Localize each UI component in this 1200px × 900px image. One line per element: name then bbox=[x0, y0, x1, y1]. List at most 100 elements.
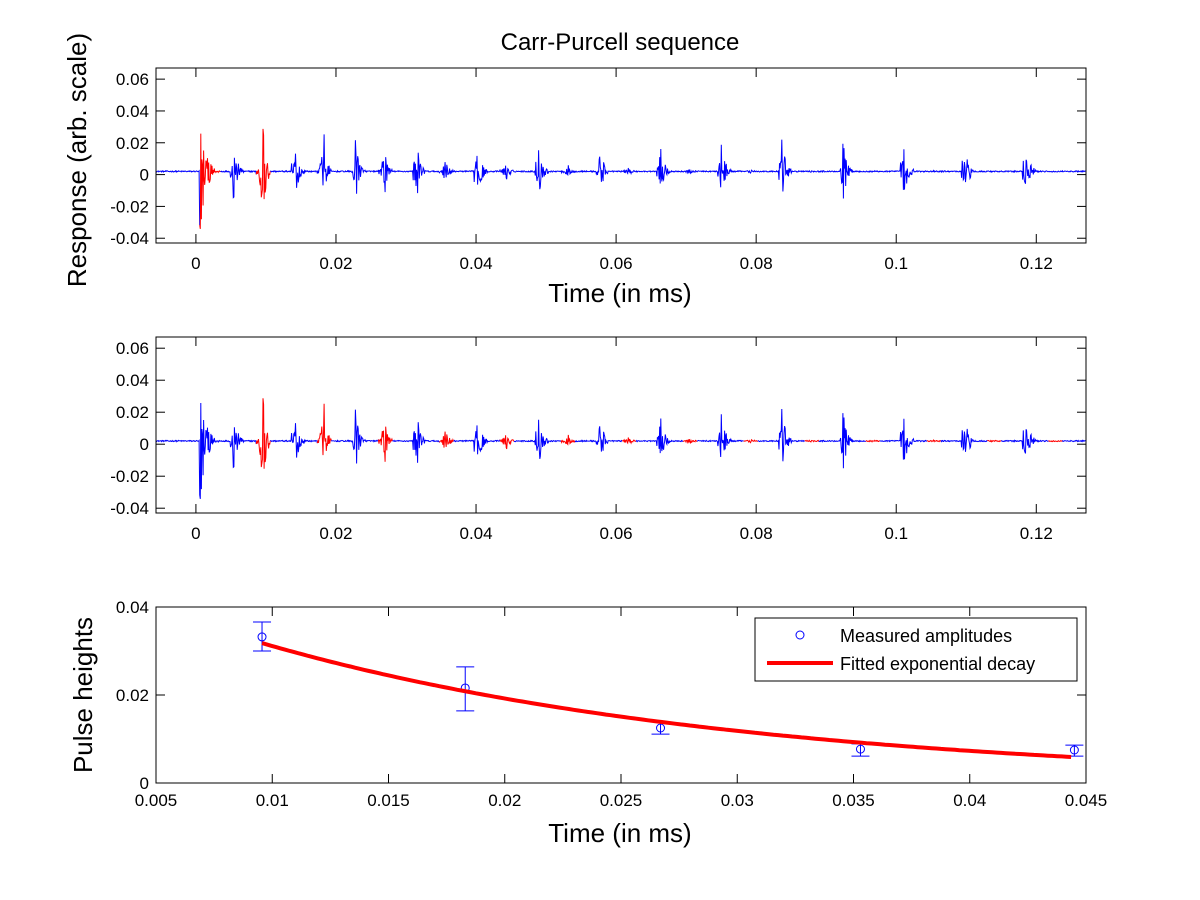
chart-title: Carr-Purcell sequence bbox=[501, 29, 740, 56]
highlighted-segment bbox=[926, 438, 942, 443]
y-tick-label: 0.04 bbox=[116, 371, 149, 390]
y-tick-label: 0 bbox=[140, 166, 149, 185]
x-tick-label: 0.08 bbox=[740, 254, 773, 273]
x-tick-label: 0.06 bbox=[600, 254, 633, 273]
signal-segment bbox=[940, 428, 988, 452]
signal-segment bbox=[757, 408, 805, 462]
y-tick-label: -0.02 bbox=[110, 467, 149, 486]
highlighted-segment bbox=[377, 426, 393, 462]
signal-segment bbox=[635, 418, 684, 454]
signal-segment bbox=[220, 157, 257, 199]
x-tick-label: 0.12 bbox=[1020, 524, 1053, 543]
response-plot-top: 0 0.02 0.04 0.06 0.08 0.1 0.12 -0.04 -0.02 0 0.02 0… bbox=[62, 33, 1087, 308]
x-tick-label: 0.01 bbox=[256, 791, 289, 810]
x-tick-label: 0.04 bbox=[459, 254, 492, 273]
y-tick-label: 0 bbox=[140, 435, 149, 454]
fit-line bbox=[261, 641, 1072, 759]
traces bbox=[156, 398, 1087, 499]
signal-segment bbox=[270, 134, 1087, 199]
signal-segment bbox=[331, 409, 379, 464]
x-tick-label: 0.02 bbox=[319, 254, 352, 273]
signal-segment bbox=[156, 402, 257, 499]
plot-area bbox=[156, 337, 1086, 513]
highlighted-segment bbox=[255, 398, 271, 469]
x-tick-label: 0.02 bbox=[488, 791, 521, 810]
axes-frame bbox=[155, 606, 1087, 784]
highlighted-segment bbox=[682, 438, 698, 445]
signal-segment bbox=[453, 425, 501, 455]
plot-area bbox=[156, 68, 1086, 243]
highlighted-segment bbox=[560, 434, 576, 446]
y-tick-label: 0.04 bbox=[116, 598, 149, 617]
highlighted-segment bbox=[316, 403, 332, 456]
x-tick-label: 0.035 bbox=[832, 791, 875, 810]
axes-frame bbox=[155, 336, 1087, 514]
highlighted-segment bbox=[743, 438, 758, 444]
y-axis-label: Response (arb. scale) bbox=[62, 33, 92, 287]
y-tick-label: -0.02 bbox=[110, 197, 149, 216]
x-tick-label: 0 bbox=[191, 524, 200, 543]
signal-segment bbox=[392, 422, 440, 463]
y-tick-label: 0.02 bbox=[116, 134, 149, 153]
data-point bbox=[257, 632, 267, 642]
highlighted-segment bbox=[499, 435, 515, 450]
marks bbox=[253, 621, 1084, 759]
x-tick-label: 0.04 bbox=[953, 791, 986, 810]
signal-segment bbox=[879, 418, 927, 460]
signal-segment bbox=[818, 413, 866, 469]
x-tick-label: 0.005 bbox=[135, 791, 178, 810]
traces bbox=[156, 128, 1087, 229]
ticks: 0.005 0.01 0.015 0.02 0.025 0.03 0.035 0.04 0.04… bbox=[116, 598, 1107, 810]
x-tick-label: 0.06 bbox=[600, 524, 633, 543]
y-tick-label: 0 bbox=[140, 774, 149, 793]
legend-box bbox=[754, 617, 1078, 682]
y-tick-label: -0.04 bbox=[110, 229, 149, 248]
data-point bbox=[1069, 745, 1079, 755]
x-tick-label: 0.04 bbox=[459, 524, 492, 543]
x-tick-label: 0 bbox=[191, 254, 200, 273]
y-tick-label: 0.06 bbox=[116, 70, 149, 89]
x-tick-label: 0.08 bbox=[740, 524, 773, 543]
y-tick-label: 0.02 bbox=[116, 403, 149, 422]
x-tick-label: 0.015 bbox=[367, 791, 410, 810]
highlighted-segment bbox=[804, 439, 820, 443]
legend-entry-fit: Fitted exponential decay bbox=[840, 654, 1035, 674]
x-tick-label: 0.045 bbox=[1065, 791, 1108, 810]
legend-marker-circle-icon bbox=[795, 630, 805, 640]
data-point bbox=[656, 723, 666, 733]
x-tick-label: 0.02 bbox=[319, 524, 352, 543]
legend: Measured amplitudes Fitted exponential d… bbox=[754, 617, 1078, 682]
signal-segment bbox=[574, 426, 623, 452]
x-tick-label: 0.12 bbox=[1020, 254, 1053, 273]
y-tick-label: -0.04 bbox=[110, 499, 149, 518]
signal-segment bbox=[1062, 439, 1087, 443]
x-tick-label: 0.025 bbox=[600, 791, 643, 810]
highlighted-segment bbox=[987, 439, 1002, 443]
pulse-heights-plot: 0.005 0.01 0.015 0.02 0.025 0.03 0.035 0.04 0.04… bbox=[68, 598, 1107, 848]
signal-segment bbox=[270, 423, 318, 458]
highlighted-segment bbox=[865, 439, 881, 443]
x-tick-label: 0.03 bbox=[721, 791, 754, 810]
x-axis-label: Time (in ms) bbox=[548, 278, 691, 308]
highlighted-segment bbox=[622, 437, 637, 445]
highlighted-segment bbox=[1048, 439, 1063, 443]
y-axis-label: Pulse heights bbox=[68, 617, 98, 773]
signal-segment bbox=[514, 419, 562, 460]
highlighted-segment bbox=[255, 128, 271, 200]
x-tick-label: 0.1 bbox=[884, 524, 908, 543]
signal-segment bbox=[1000, 429, 1049, 454]
signal-segment bbox=[156, 169, 201, 226]
x-tick-label: 0.1 bbox=[884, 254, 908, 273]
legend-entry-measured: Measured amplitudes bbox=[840, 626, 1012, 646]
y-tick-label: 0.06 bbox=[116, 339, 149, 358]
highlighted-segment bbox=[199, 133, 221, 229]
ticks: 0 0.02 0.04 0.06 0.08 0.1 0.12 -0.04 -0.02 0 0.02 0… bbox=[110, 68, 1086, 273]
x-axis-label: Time (in ms) bbox=[548, 818, 691, 848]
highlighted-segment bbox=[439, 431, 454, 448]
axes-frame bbox=[155, 67, 1087, 244]
ticks: 0 0.02 0.04 0.06 0.08 0.1 0.12 -0.04 -0.02 0 0.02 0… bbox=[110, 337, 1086, 543]
signal-segment bbox=[696, 414, 744, 458]
data-point bbox=[855, 744, 865, 754]
response-plot-middle: 0 0.02 0.04 0.06 0.08 0.1 0.12 -0.04 -0.02 0 0.02 0… bbox=[110, 336, 1087, 543]
